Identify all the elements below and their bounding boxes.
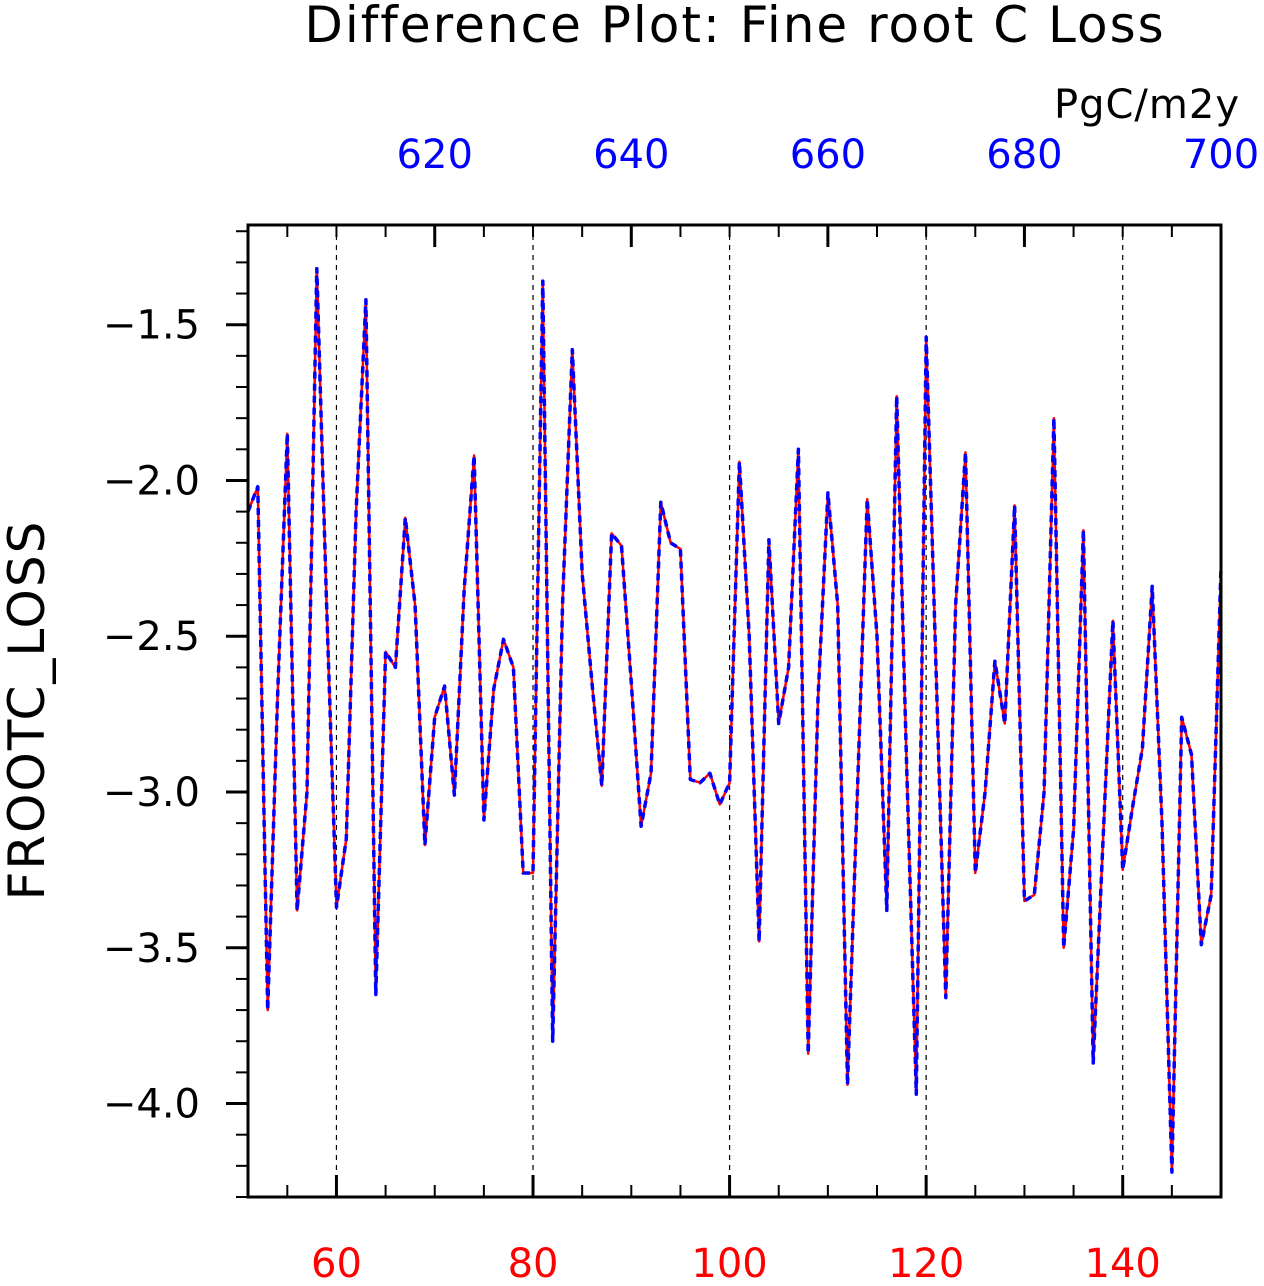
y-axis-label: FROOTC_LOSS xyxy=(0,520,56,901)
series-line-red xyxy=(246,267,1223,1174)
bottom-tick-label: 60 xyxy=(311,1241,362,1286)
series-layer xyxy=(246,266,1223,1174)
top-tick-label: 620 xyxy=(397,132,473,178)
y-tick-label: −2.5 xyxy=(103,614,200,660)
top-tick-label: 640 xyxy=(593,132,669,178)
top-tick-label: 660 xyxy=(790,132,866,178)
y-tick-label: −3.5 xyxy=(103,926,200,972)
top-tick-label: 700 xyxy=(1183,132,1259,178)
axes: 60 80 100 120 140 620 640 660 680 700 −4.0 −3.5 −3.0… xyxy=(103,132,1259,1286)
plot-frame xyxy=(246,223,1223,1199)
bottom-tick-label: 100 xyxy=(691,1241,767,1286)
units-label: PgC/m2y xyxy=(1054,82,1240,128)
top-tick-label: 680 xyxy=(986,132,1062,178)
series-line-blue xyxy=(246,266,1223,1174)
bottom-tick-label: 140 xyxy=(1085,1241,1161,1286)
y-tick-label: −4.0 xyxy=(103,1082,200,1128)
y-tick-label: −2.0 xyxy=(103,458,200,504)
bottom-tick-label: 80 xyxy=(508,1241,559,1286)
y-tick-label: −1.5 xyxy=(103,303,200,349)
y-tick-label: −3.0 xyxy=(103,770,200,816)
bottom-tick-label: 120 xyxy=(888,1241,964,1286)
chart-title: Difference Plot: Fine root C Loss xyxy=(304,0,1165,54)
